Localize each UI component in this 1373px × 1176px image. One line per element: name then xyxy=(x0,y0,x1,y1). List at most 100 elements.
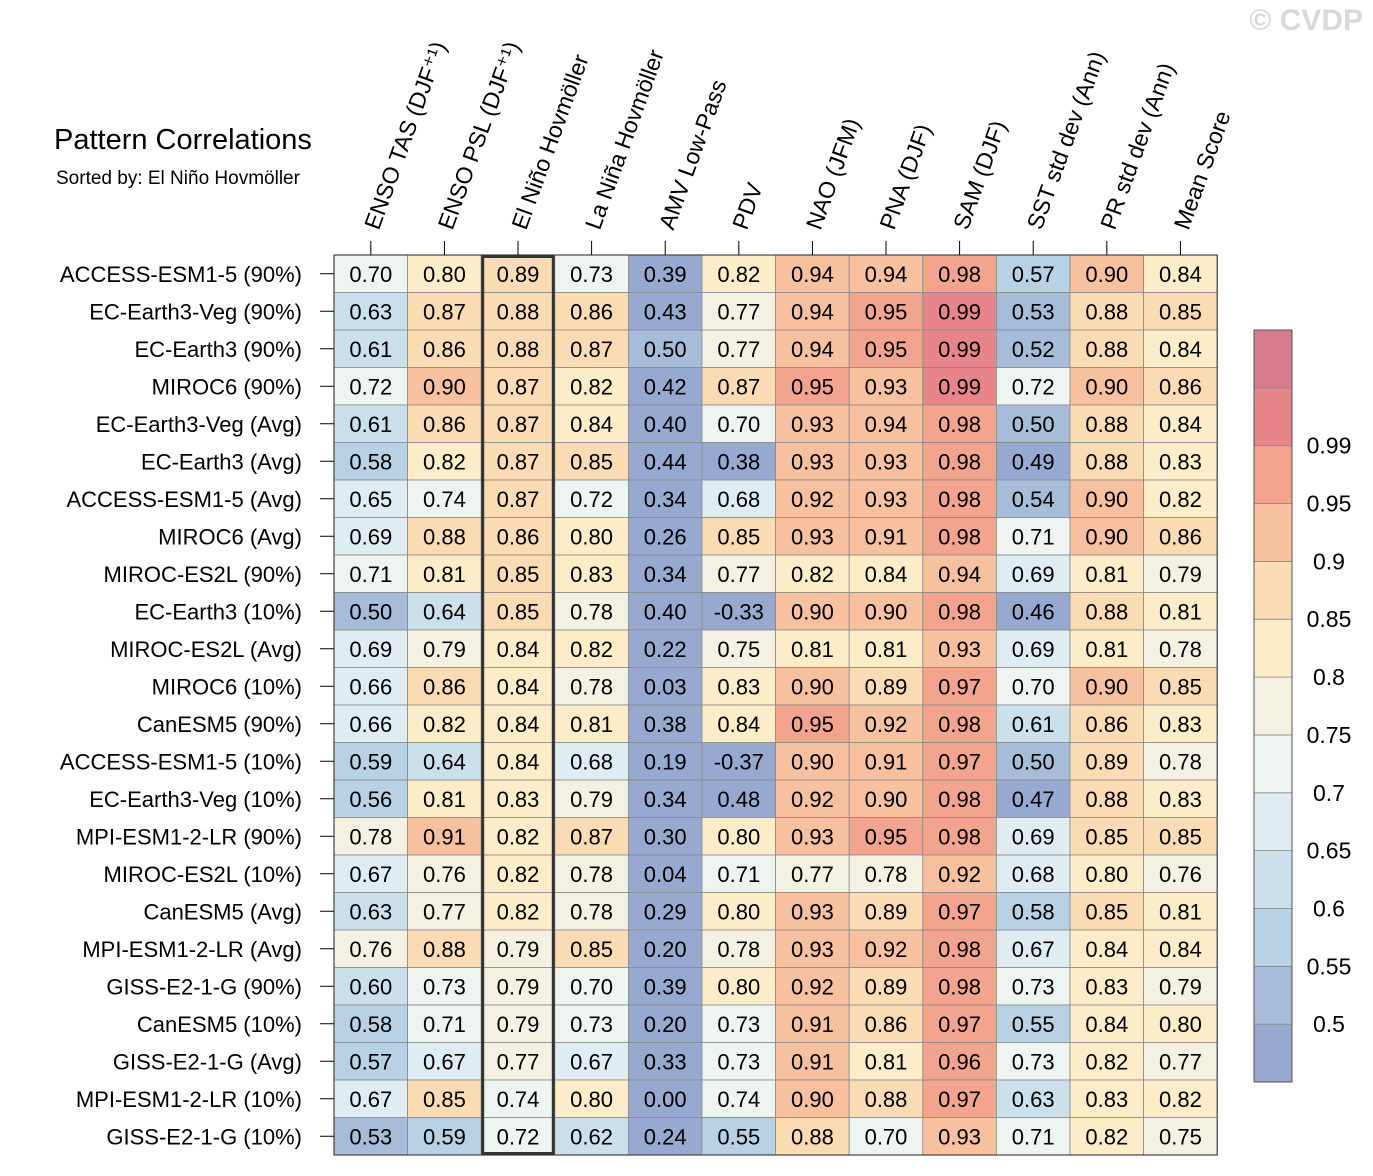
cell-value-label: 0.63 xyxy=(349,899,392,924)
cell-value-label: 0.49 xyxy=(1012,449,1055,474)
heatmap-cell xyxy=(848,517,924,556)
cell-value-label: 0.87 xyxy=(570,824,613,849)
heatmap-cell xyxy=(848,254,924,293)
heatmap-cell xyxy=(333,367,408,406)
cell-value-label: 0.79 xyxy=(497,937,540,962)
cell-value-label: 0.95 xyxy=(791,712,834,737)
cell-value-label: 0.98 xyxy=(938,937,981,962)
heatmap-cell xyxy=(996,1004,1071,1043)
heatmap-cell xyxy=(922,967,997,1006)
heatmap-cell xyxy=(1069,554,1144,593)
heatmap-cell xyxy=(1143,742,1218,781)
cell-value-label: 0.84 xyxy=(1159,412,1202,437)
heatmap-cell xyxy=(407,892,482,931)
cell-value-label: 0.78 xyxy=(570,674,613,699)
heatmap-cell xyxy=(480,704,556,743)
heatmap-cell xyxy=(922,929,997,968)
heatmap-cell xyxy=(848,929,924,968)
cell-value-label: 0.52 xyxy=(1012,337,1055,362)
cell-value-label: 0.84 xyxy=(1159,337,1202,362)
cell-value-label: 0.98 xyxy=(938,599,981,624)
cell-value-label: 0.40 xyxy=(644,599,687,624)
cell-value-label: 0.88 xyxy=(1085,787,1128,812)
heatmap-cell xyxy=(922,779,997,818)
heatmap-cell xyxy=(848,779,924,818)
colorbar-segment xyxy=(1253,734,1293,794)
column-label: PR std dev (Ann) xyxy=(1095,59,1179,232)
cell-value-label: 0.79 xyxy=(497,1012,540,1037)
heatmap-cell xyxy=(775,367,850,406)
cell-value-label: 0.84 xyxy=(497,712,540,737)
cell-value-label: 0.82 xyxy=(570,374,613,399)
cell-value-label: 0.82 xyxy=(1085,1049,1128,1074)
cell-value-label: 0.86 xyxy=(423,412,466,437)
heatmap-cell xyxy=(480,1004,556,1043)
colorbar-segment xyxy=(1253,445,1293,504)
heatmap-cell xyxy=(333,967,408,1006)
cell-value-label: 0.33 xyxy=(644,1049,687,1074)
heatmap-cell xyxy=(996,929,1071,968)
cell-value-label: 0.83 xyxy=(497,787,540,812)
cell-value-label: 0.82 xyxy=(423,712,466,737)
cell-value-label: 0.72 xyxy=(570,487,613,512)
heatmap-cell xyxy=(1069,1004,1144,1043)
heatmap-cell xyxy=(1143,667,1218,706)
cell-value-label: 0.84 xyxy=(497,637,540,662)
cell-value-label: 0.90 xyxy=(865,599,908,624)
heatmap-cell xyxy=(1069,442,1144,481)
cell-value-label: 0.76 xyxy=(349,937,392,962)
cell-value-label: 0.50 xyxy=(1012,412,1055,437)
heatmap-cell xyxy=(480,742,556,781)
cell-value-label: 0.86 xyxy=(865,1012,908,1037)
row-label: EC-Earth3-Veg (90%) xyxy=(89,299,302,324)
cell-value-label: 0.70 xyxy=(865,1124,908,1149)
heatmap-cell xyxy=(628,554,703,593)
row-label: EC-Earth3 (90%) xyxy=(134,337,302,362)
heatmap-cell xyxy=(701,479,776,518)
heatmap-cell xyxy=(628,292,703,331)
heatmap-cell xyxy=(775,779,850,818)
heatmap-cell xyxy=(848,967,924,1006)
cell-value-label: 0.63 xyxy=(349,299,392,324)
heatmap-cell xyxy=(922,817,997,856)
row-label: MIROC-ES2L (10%) xyxy=(104,862,302,887)
heatmap-cell xyxy=(407,854,482,893)
column-label: SAM (DJF) xyxy=(948,117,1011,233)
heatmap-cell xyxy=(922,292,997,331)
cell-value-label: 0.73 xyxy=(717,1012,760,1037)
heatmap-cell xyxy=(922,854,997,893)
cell-value-label: 0.79 xyxy=(1159,562,1202,587)
cell-value-label: 0.98 xyxy=(938,262,981,287)
chart-subtitle: Sorted by: El Niño Hovmöller xyxy=(56,168,300,189)
cell-value-label: 0.69 xyxy=(1012,637,1055,662)
heatmap-cell xyxy=(407,1042,482,1081)
cell-value-label: 0.57 xyxy=(1012,262,1055,287)
heatmap-cell xyxy=(480,854,556,893)
cell-value-label: 0.94 xyxy=(865,412,908,437)
heatmap-cell xyxy=(848,742,924,781)
cell-value-label: 0.92 xyxy=(865,712,908,737)
cell-value-label: 0.74 xyxy=(423,487,466,512)
cell-value-label: 0.55 xyxy=(717,1124,760,1149)
heatmap-cell xyxy=(1143,517,1218,556)
cell-value-label: 0.20 xyxy=(644,937,687,962)
cell-value-label: 0.77 xyxy=(1159,1049,1202,1074)
cell-value-label: 0.69 xyxy=(1012,562,1055,587)
heatmap-cell xyxy=(407,479,482,518)
cell-value-label: 0.26 xyxy=(644,524,687,549)
heatmap-cell xyxy=(775,742,850,781)
heatmap-cell xyxy=(628,404,703,443)
heatmap-cell xyxy=(701,817,776,856)
chart-title: Pattern Correlations xyxy=(54,124,312,156)
cell-value-label: 0.93 xyxy=(865,449,908,474)
cell-value-label: 0.74 xyxy=(717,1087,760,1112)
heatmap-cell xyxy=(922,1117,997,1156)
cell-value-label: 0.82 xyxy=(497,899,540,924)
cell-value-label: 0.84 xyxy=(717,712,760,737)
heatmap-cell xyxy=(480,667,556,706)
row-label: EC-Earth3 (Avg) xyxy=(141,449,302,474)
cell-value-label: 0.82 xyxy=(570,637,613,662)
heatmap-cell xyxy=(1143,554,1218,593)
cell-value-label: 0.64 xyxy=(423,749,466,774)
heatmap-cell xyxy=(1069,517,1144,556)
